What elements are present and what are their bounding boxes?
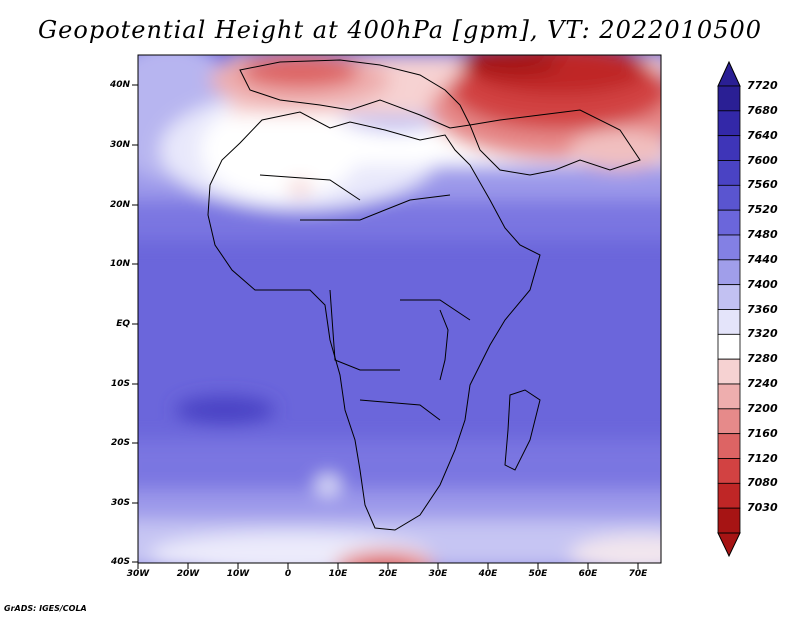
colorbar-top-arrow (717, 60, 741, 87)
lon-label-30w: 30W (126, 569, 150, 579)
colorbar-segment (717, 458, 741, 484)
colorbar-segment (717, 184, 741, 211)
colorbar-label: 7240 (747, 377, 778, 390)
lon-label-40e: 40E (478, 569, 498, 579)
colorbar-segment (717, 284, 741, 310)
colorbar-segment (717, 135, 741, 161)
colorbar-segment (717, 259, 741, 286)
lat-label-40n: 40N (109, 80, 130, 90)
colorbar-label: 7560 (747, 178, 778, 192)
colorbar-segment (717, 85, 741, 112)
colorbar-label: 7080 (747, 476, 778, 490)
colorbar-segment (717, 482, 741, 509)
colorbar-label: 7640 (747, 128, 778, 142)
lat-label-30n: 30N (109, 140, 130, 150)
coastlines (207, 59, 641, 531)
colorbar (717, 60, 741, 558)
colorbar-label: 7360 (747, 302, 778, 316)
lon-label-60e: 60E (578, 569, 598, 579)
colorbar-label: 7480 (747, 228, 778, 241)
axis-ticks (132, 84, 639, 569)
lon-label-50e: 50E (528, 569, 548, 579)
colorbar-segment (717, 383, 741, 410)
colorbar-label: 7030 (747, 501, 778, 515)
colorbar-segment (717, 209, 741, 236)
colorbar-label: 7200 (747, 401, 778, 415)
map-title: Geopotential Height at 400hPa [gpm], VT:… (38, 16, 762, 44)
height-field (138, 55, 661, 563)
lon-label-70e: 70E (628, 569, 648, 579)
colorbar-segment (717, 433, 741, 459)
lat-label-20n: 20N (109, 200, 130, 210)
lon-label-0: 0 (284, 569, 292, 579)
lat-label-30s: 30S (110, 498, 130, 508)
lat-label-20s: 20S (110, 438, 130, 448)
colorbar-label: 7320 (747, 327, 778, 341)
lat-label-eq: EQ (116, 319, 130, 329)
lat-label-40s: 40S (110, 557, 130, 567)
colorbar-segment (717, 333, 741, 360)
colorbar-segment (717, 309, 741, 335)
colorbar-segment (717, 110, 741, 137)
colorbar-segment (717, 234, 741, 261)
colorbar-label: 7160 (747, 426, 778, 440)
colorbar-label: 7600 (747, 153, 778, 167)
lat-label-10n: 10N (109, 259, 130, 269)
colorbar-bottom-arrow (717, 532, 741, 558)
credit-text: GrADS: IGES/COLA (4, 604, 87, 613)
lat-label-10s: 10S (110, 379, 130, 389)
colorbar-label: 7400 (747, 277, 778, 291)
colorbar-label: 7120 (747, 451, 778, 465)
lon-label-30e: 30E (428, 569, 448, 579)
lon-label-10e: 10E (328, 569, 348, 579)
colorbar-segment (717, 507, 741, 534)
colorbar-label: 7280 (747, 352, 778, 366)
colorbar-segment (717, 358, 741, 385)
colorbar-label: 7720 (747, 79, 778, 92)
colorbar-label: 7680 (747, 103, 778, 117)
lon-label-10w: 10W (226, 569, 250, 579)
colorbar-segment (717, 408, 741, 435)
lon-label-20w: 20W (176, 569, 200, 579)
colorbar-segment (717, 160, 741, 186)
plot-frame (137, 54, 662, 564)
lon-label-20e: 20E (378, 569, 398, 579)
colorbar-label: 7520 (747, 203, 778, 217)
colorbar-label: 7440 (747, 252, 778, 266)
